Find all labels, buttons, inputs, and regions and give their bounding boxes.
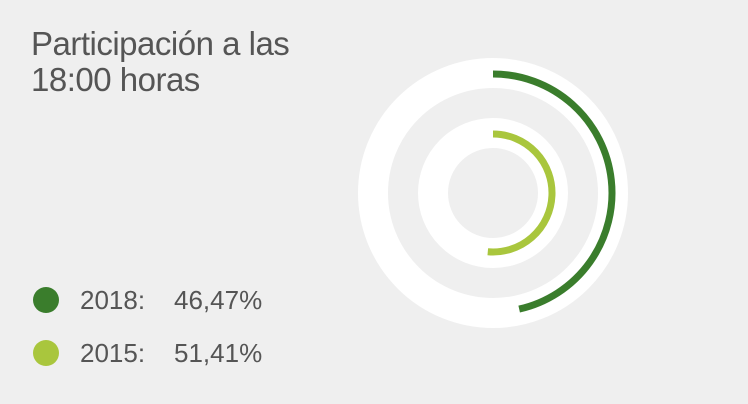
ring-arc	[487, 130, 556, 256]
value-label: 51,41%	[174, 338, 262, 368]
ring-arc	[492, 70, 616, 313]
legend-label: 2015:	[80, 338, 145, 368]
chart-title: Participación a las 18:00 horas	[31, 25, 290, 98]
legend-label: 2018:	[80, 285, 145, 315]
value-label: 46,47%	[174, 285, 262, 315]
legend-marker	[33, 340, 59, 366]
legend-marker	[33, 287, 59, 313]
